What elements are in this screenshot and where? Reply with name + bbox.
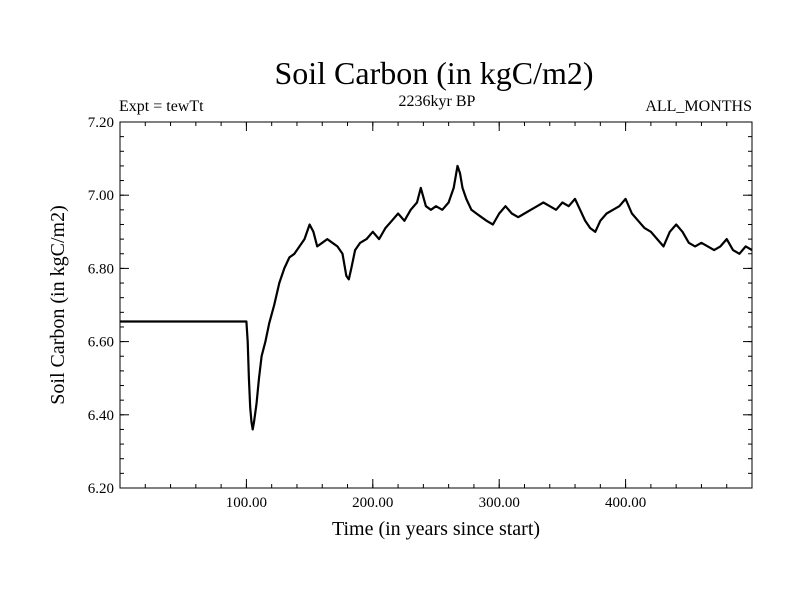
y-tick-label: 6.80 [88,261,114,277]
x-tick-label: 200.00 [352,495,393,511]
y-tick-label: 6.20 [88,481,114,497]
y-axis-label: Soil Carbon (in kgC/m2) [47,205,69,404]
y-tick-label: 7.20 [88,115,114,131]
x-axis-ticks: 100.00 200.00 300.00 400.00 [226,122,646,511]
plot-frame [119,121,753,489]
chart-title: Soil Carbon (in kgC/m2) [274,55,593,91]
y-tick-label: 6.60 [88,335,114,351]
x-tick-label: 100.00 [226,495,267,511]
minor-ticks [120,122,752,488]
y-tick-label: 7.00 [88,188,114,204]
chart-subtitle-right: ALL_MONTHS [645,98,752,115]
y-axis-ticks: 6.20 6.40 6.60 6.80 7.00 7.20 [88,115,752,497]
x-tick-label: 300.00 [479,495,520,511]
x-tick-label: 400.00 [605,495,646,511]
chart-subtitle-left: Expt = tewTt [119,98,204,115]
y-tick-label: 6.40 [88,408,114,424]
chart-subtitle-center: 2236kyr BP [399,93,476,110]
x-axis-label: Time (in years since start) [332,518,540,540]
soil-carbon-series-line [120,164,753,431]
